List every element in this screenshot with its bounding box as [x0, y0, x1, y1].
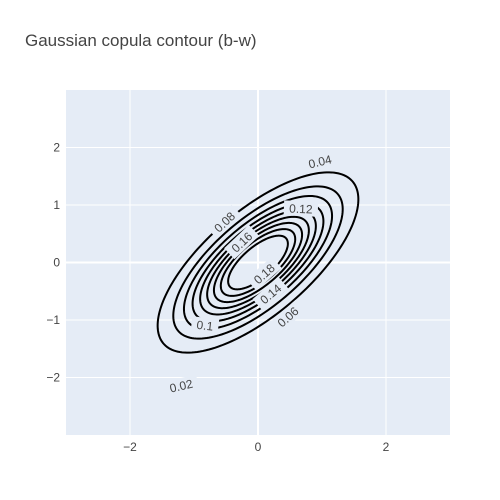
- contour-label-background: [162, 374, 200, 397]
- chart-title: Gaussian copula contour (b-w): [25, 31, 257, 50]
- contour-line: [182, 194, 334, 331]
- contour-line: [199, 209, 317, 316]
- contour-label-text: 0.04: [307, 152, 333, 171]
- contour-label-text: 0.12: [289, 202, 313, 217]
- contour-label-background: [246, 256, 282, 291]
- contour-line: [191, 202, 325, 323]
- contour-line: [206, 215, 310, 310]
- y-axis-ticks: −2 −1 0 1 2: [46, 141, 60, 385]
- contour-labels: 0.020.040.060.080.10.120.140.160.18: [162, 150, 339, 397]
- contour-line: [227, 234, 289, 291]
- contour-line: [212, 221, 304, 304]
- contour-label: 0.02: [162, 374, 200, 397]
- x-axis-ticks: −2 0 2: [123, 440, 390, 454]
- y-tick-label: −1: [46, 313, 60, 327]
- contour-label-background: [190, 316, 220, 335]
- y-tick-label: 0: [53, 256, 60, 270]
- contour-line: [156, 171, 360, 354]
- contour-label: 0.04: [301, 150, 339, 173]
- contour-line: [172, 185, 344, 340]
- contour-label-background: [270, 299, 306, 334]
- contour-label-text: 0.02: [168, 377, 194, 396]
- y-tick-label: 2: [53, 141, 60, 155]
- contour-label: 0.12: [283, 200, 319, 217]
- contour-label-background: [301, 150, 339, 173]
- contour-label-background: [206, 204, 242, 240]
- x-tick-label: 0: [255, 440, 262, 454]
- x-tick-label: 2: [383, 440, 390, 454]
- contour-line: [219, 228, 297, 297]
- grid: [66, 90, 450, 435]
- x-tick-label: −2: [123, 440, 137, 454]
- contour-label-background: [224, 224, 260, 260]
- contour-label-background: [283, 200, 319, 217]
- contour-lines: [156, 171, 360, 354]
- contour-label: 0.1: [190, 316, 220, 335]
- contour-label-text: 0.1: [196, 318, 215, 334]
- y-tick-label: −2: [46, 371, 60, 385]
- contour-label-background: [252, 277, 289, 311]
- y-tick-label: 1: [53, 198, 60, 212]
